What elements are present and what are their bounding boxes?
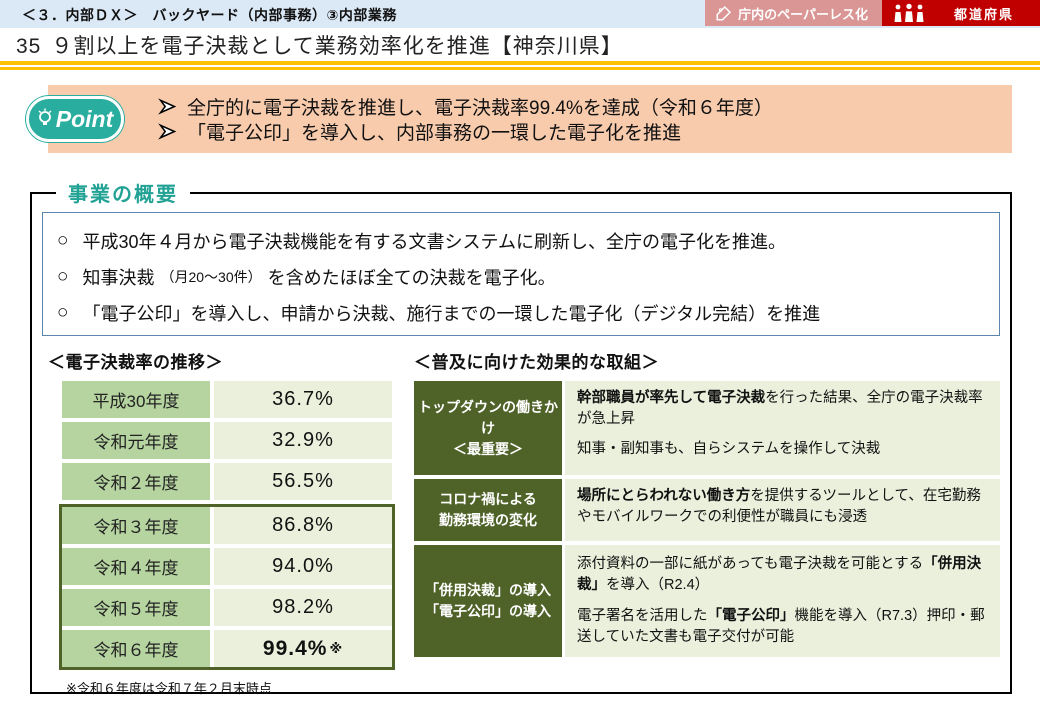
- table-row: 令和６年度 99.4% ※: [62, 630, 392, 667]
- content-text: を行った結果、全庁の電子決裁率が急上昇: [577, 390, 983, 428]
- rate-trend-section: ＜電子決裁率の推移＞ 平成30年度 36.7% 令和元年度 32.9% 令和２年…: [48, 348, 408, 697]
- lightbulb-icon: [37, 108, 53, 130]
- rate-value: 36.7%: [214, 381, 392, 418]
- overview-bullet-text: 「電子公印」を導入し、申請から決裁、施行までの一環した電子化（デジタル完結）を推…: [82, 304, 821, 324]
- initiative-label-line: 「併用決裁」の導入: [425, 582, 551, 598]
- page-title: 35 ９割以上を電子決裁として業務効率化を推進【神奈川県】: [0, 30, 1040, 60]
- people-icon: [892, 3, 926, 23]
- section-legend: 事業の概要: [56, 178, 190, 207]
- title-underline: [0, 61, 1040, 70]
- content-bold-text: 「併用決裁」: [577, 556, 982, 594]
- initiative-label: コロナ禍による 勤務環境の変化: [414, 479, 562, 541]
- initiative-label-line: 「電子公印」の導入: [425, 603, 551, 619]
- table-row: 「併用決裁」の導入 「電子公印」の導入 添付資料の一部に紙があっても電子決裁を可…: [414, 545, 1000, 657]
- point-logo: Point: [26, 96, 124, 142]
- content-text: 添付資料の一部に紙があっても電子決裁を可能とする: [577, 556, 924, 573]
- initiatives-section: ＜普及に向けた効果的な取組＞ トップダウンの働きかけ ＜最重要＞ 幹部職員が率先…: [414, 348, 1000, 661]
- table-row: 令和元年度 32.9%: [62, 422, 392, 459]
- point-item-text: 「電子公印」を導入し、内部事務の一環した電子化を推進: [187, 123, 682, 144]
- overview-bullet-small: （月20～30件）: [160, 269, 262, 285]
- year-label: 令和元年度: [62, 422, 210, 459]
- page-title-text: ９割以上を電子決裁として業務効率化を推進【神奈川県】: [51, 35, 623, 58]
- page-number: 35: [16, 35, 42, 58]
- point-item-text: 全庁的に電子決裁を推進し、電子決裁率99.4%を達成（令和６年度）: [187, 98, 773, 119]
- rate-value: 56.5%: [214, 463, 392, 500]
- overview-bullet-text: を含めたほぼ全ての決裁を電子化。: [267, 268, 556, 288]
- table-row: 令和４年度 94.0%: [62, 548, 392, 585]
- initiative-content: 添付資料の一部に紙があっても電子決裁を可能とする「併用決裁」を導入（R2.4） …: [565, 545, 1000, 657]
- year-label: 令和５年度: [62, 589, 210, 626]
- point-logo-label: Point: [55, 105, 114, 132]
- year-label: 令和２年度: [62, 463, 210, 500]
- circle-bullet-icon: ○: [57, 302, 69, 323]
- header-badges: 庁内のペーパーレス化 都道府県: [705, 0, 1040, 28]
- overview-bullet: ○ 「電子公印」を導入し、申請から決裁、施行までの一環した電子化（デジタル完結）…: [57, 295, 981, 331]
- initiative-label-line: トップダウンの働きかけ: [418, 398, 558, 436]
- table-row: トップダウンの働きかけ ＜最重要＞ 幹部職員が率先して電子決裁を行った結果、全庁…: [414, 381, 1000, 475]
- circle-bullet-icon: ○: [57, 230, 69, 251]
- content-text: 機能を導入（R7.3）押印・郵送していた文書も電子交付が可能: [577, 607, 985, 645]
- year-label: 平成30年度: [62, 381, 210, 418]
- circle-bullet-icon: ○: [57, 266, 69, 287]
- rate-value-text: 99.4%: [262, 636, 328, 660]
- table-row: 令和３年度 86.8%: [62, 507, 392, 544]
- table-row: コロナ禍による 勤務環境の変化 場所にとらわれない働き方を提供するツールとして、…: [414, 479, 1000, 541]
- point-item: 全庁的に電子決裁を推進し、電子決裁率99.4%を達成（令和６年度）: [158, 94, 1002, 119]
- rate-value-suffix: ※: [329, 640, 344, 656]
- arrow-right-icon: [158, 123, 177, 140]
- prefecture-badge-label: 都道府県: [953, 6, 1014, 22]
- table-row: 平成30年度 36.7%: [62, 381, 392, 418]
- initiative-label: 「併用決裁」の導入 「電子公印」の導入: [414, 545, 562, 657]
- rate-table-title: ＜電子決裁率の推移＞: [48, 353, 223, 372]
- prefecture-badge: 都道府県: [881, 0, 1040, 26]
- content-text: を導入（R2.4）: [606, 577, 710, 594]
- overview-bullet-text: 平成30年４月から電子決裁機能を有する文書システムに刷新し、全庁の電子化を推進。: [82, 232, 786, 252]
- year-label: 令和４年度: [62, 548, 210, 585]
- overview-bullet: ○ 知事決裁 （月20～30件） を含めたほぼ全ての決裁を電子化。: [57, 259, 981, 295]
- initiative-content: 幹部職員が率先して電子決裁を行った結果、全庁の電子決裁率が急上昇 知事・副知事も…: [565, 381, 1000, 475]
- overview-bullet: ○ 平成30年４月から電子決裁機能を有する文書システムに刷新し、全庁の電子化を推…: [57, 223, 981, 259]
- table-row: 令和５年度 98.2%: [62, 589, 392, 626]
- highlighted-rows-group: 令和３年度 86.8% 令和４年度 94.0% 令和５年度 98.2% 令和: [59, 504, 395, 670]
- overview-bullets-box: ○ 平成30年４月から電子決裁機能を有する文書システムに刷新し、全庁の電子化を推…: [42, 212, 1000, 336]
- content-text: 電子署名を活用した: [577, 607, 708, 624]
- point-summary-box: Point 全庁的に電子決裁を推進し、電子決裁率99.4%を達成（令和６年度） …: [26, 85, 1012, 153]
- arrow-right-icon: [158, 98, 177, 115]
- rate-value: 99.4% ※: [214, 630, 392, 667]
- initiative-content: 場所にとらわれない働き方を提供するツールとして、在宅勤務やモバイルワークでの利便…: [565, 479, 1000, 541]
- overview-bullet-text: 知事決裁: [82, 268, 155, 288]
- content-bold-text: 場所にとらわれない働き方: [577, 488, 751, 504]
- year-label: 令和６年度: [62, 630, 210, 667]
- rate-value: 98.2%: [214, 589, 392, 626]
- content-bold-text: 幹部職員が率先して電子決裁: [577, 390, 766, 406]
- rate-value: 94.0%: [214, 548, 392, 585]
- rate-table: 平成30年度 36.7% 令和元年度 32.9% 令和２年度 56.5% 令和３…: [59, 381, 395, 670]
- content-text: を提供するツールとして、在宅勤務やモバイルワークでの利便性が職員にも浸透: [577, 488, 981, 526]
- content-bold-text: 「電子公印」: [707, 607, 795, 624]
- breadcrumb: ＜３．内部ＤＸ＞ バックヤード（内部事務）③内部業務: [22, 7, 397, 23]
- initiatives-table: トップダウンの働きかけ ＜最重要＞ 幹部職員が率先して電子決裁を行った結果、全庁…: [414, 381, 1000, 657]
- year-label: 令和３年度: [62, 507, 210, 544]
- paperless-badge-label: 庁内のペーパーレス化: [738, 6, 868, 22]
- table-row: 令和２年度 56.5%: [62, 463, 392, 500]
- tag-icon: [715, 4, 733, 22]
- initiatives-table-title: ＜普及に向けた効果的な取組＞: [414, 353, 659, 372]
- initiative-label-line: 勤務環境の変化: [439, 512, 537, 528]
- initiative-label-line: コロナ禍による: [439, 491, 537, 507]
- point-item: 「電子公印」を導入し、内部事務の一環した電子化を推進: [158, 119, 1002, 144]
- initiative-label: トップダウンの働きかけ ＜最重要＞: [414, 381, 562, 475]
- table-footnote: ※令和６年度は令和７年２月末時点: [66, 681, 272, 696]
- content-text: 知事・副知事も、自らシステムを操作して決裁: [577, 441, 881, 458]
- top-header-bar: ＜３．内部ＤＸ＞ バックヤード（内部事務）③内部業務 庁内のペーパーレス化: [0, 0, 1040, 28]
- initiative-label-line: ＜最重要＞: [453, 440, 523, 457]
- rate-value: 32.9%: [214, 422, 392, 459]
- paperless-badge: 庁内のペーパーレス化: [705, 0, 882, 26]
- rate-value: 86.8%: [214, 507, 392, 544]
- business-overview-section: 事業の概要 ○ 平成30年４月から電子決裁機能を有する文書システムに刷新し、全庁…: [30, 178, 1012, 697]
